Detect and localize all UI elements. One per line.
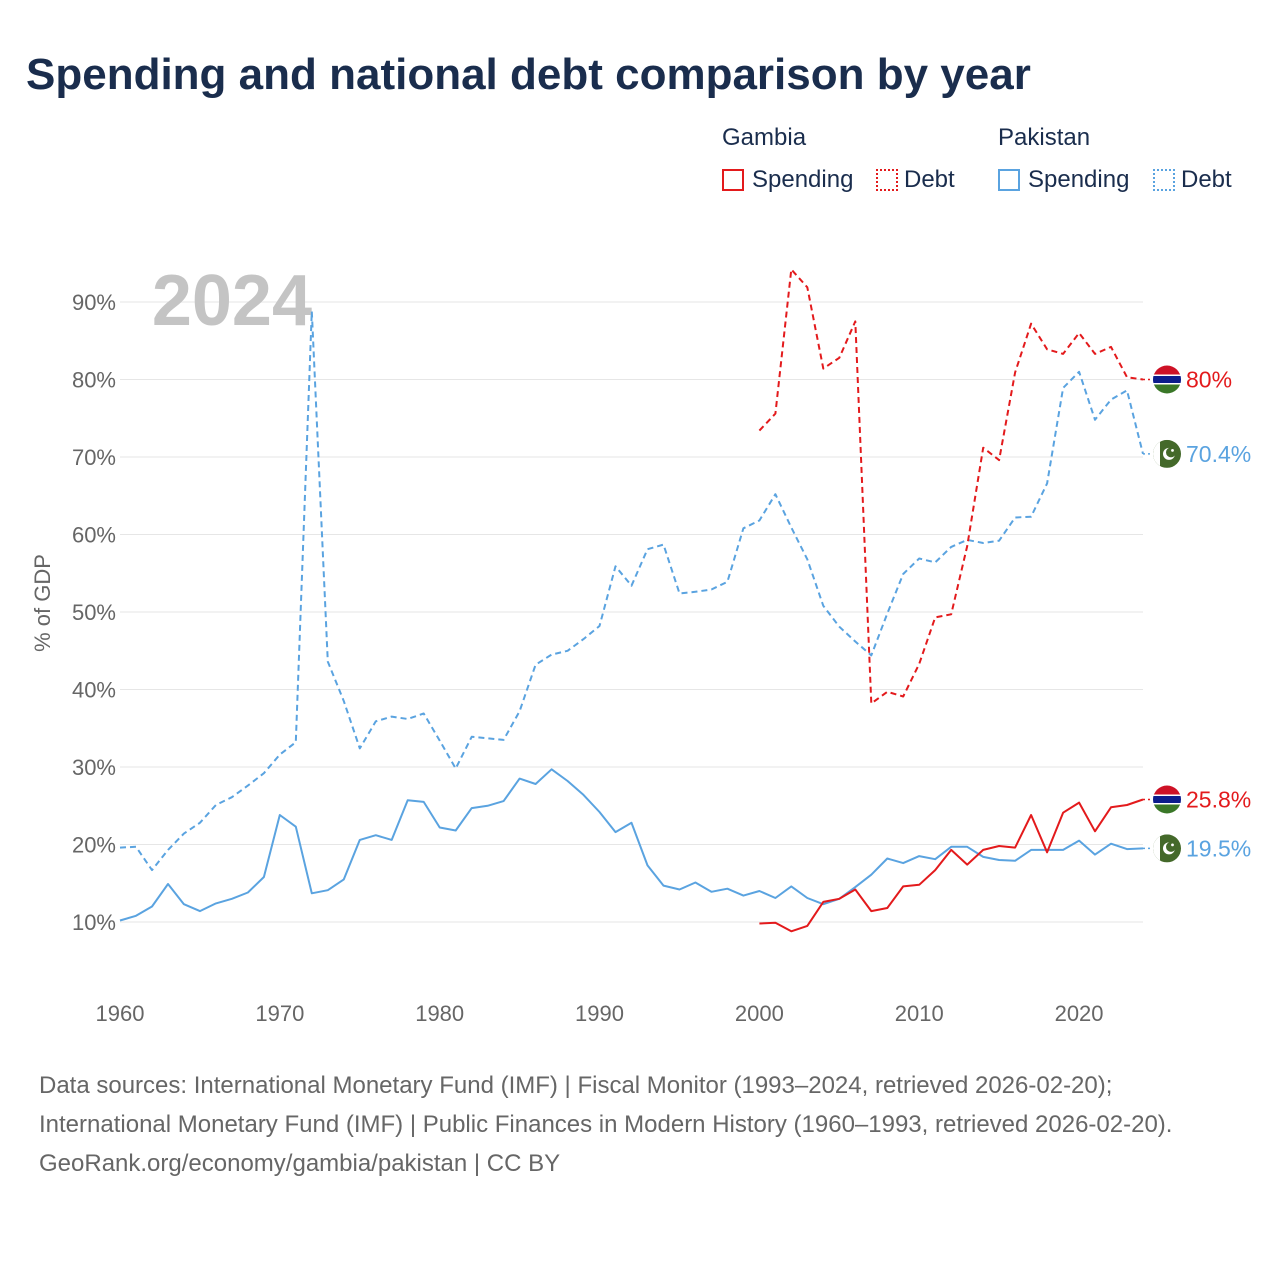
y-tick-label: 30% (72, 755, 116, 780)
gambia-flag-icon (1153, 785, 1181, 814)
y-tick-label: 80% (72, 368, 116, 393)
legend-group-gambia: Gambia (722, 124, 807, 151)
solid-swatch-icon (998, 169, 1020, 191)
x-tick-label: 2010 (895, 1001, 944, 1026)
legend-item-pakistan-spending[interactable]: Spending (998, 166, 1129, 194)
footer: Data sources: International Monetary Fun… (39, 1066, 1239, 1183)
end-value-label: 19.5% (1186, 835, 1251, 861)
credit-link[interactable]: GeoRank.org/economy/gambia/pakistan | CC… (39, 1150, 561, 1177)
legend-group-pakistan: Pakistan (998, 124, 1091, 151)
end-value-label: 25.8% (1186, 787, 1251, 813)
legend-item-gambia-spending[interactable]: Spending (722, 166, 853, 194)
legend-label: Spending (752, 166, 854, 193)
x-tick-label: 1990 (575, 1001, 624, 1026)
dotted-swatch-icon (1153, 169, 1175, 191)
y-tick-label: 50% (72, 600, 116, 625)
pakistan-flag-icon (1153, 834, 1181, 863)
solid-swatch-icon (722, 169, 744, 191)
series-line-pakistan-debt[interactable] (119, 310, 1144, 872)
year-watermark: 2024 (152, 261, 312, 341)
legend-label: Debt (904, 166, 955, 193)
y-tick-label: 60% (72, 523, 116, 548)
legend-item-pakistan-debt[interactable]: Debt (1153, 166, 1232, 194)
y-tick-label: 20% (72, 833, 116, 858)
series-line-gambia-debt[interactable] (758, 268, 1144, 705)
pakistan-flag-icon (1153, 439, 1181, 468)
legend-item-gambia-debt[interactable]: Debt (876, 166, 955, 194)
x-tick-label: 1980 (415, 1001, 464, 1026)
gambia-flag-icon (1153, 365, 1181, 394)
line-chart: 2024 % of GDP 10% 20% 30% 40% 50% 60% 70% 80% 90… (30, 261, 1251, 1026)
dotted-swatch-icon (876, 169, 898, 191)
series-line-pakistan-spending[interactable] (119, 768, 1144, 922)
end-value-label: 70.4% (1186, 441, 1251, 467)
series-line-gambia-spending[interactable] (759, 798, 1144, 933)
x-tick-label: 2020 (1055, 1001, 1104, 1026)
end-value-label: 80% (1186, 367, 1232, 393)
data-sources: Data sources: International Monetary Fun… (39, 1072, 1173, 1138)
y-tick-label: 10% (72, 910, 116, 935)
y-axis-label: % of GDP (30, 554, 55, 652)
legend-label: Debt (1181, 166, 1232, 193)
y-tick-label: 70% (72, 445, 116, 470)
y-tick-label: 40% (72, 678, 116, 703)
x-tick-label: 1960 (96, 1001, 145, 1026)
y-tick-label: 90% (72, 290, 116, 315)
x-tick-label: 1970 (255, 1001, 304, 1026)
legend-label: Spending (1028, 166, 1130, 193)
x-tick-label: 2000 (735, 1001, 784, 1026)
chart-title: Spending and national debt comparison by… (26, 50, 1031, 99)
